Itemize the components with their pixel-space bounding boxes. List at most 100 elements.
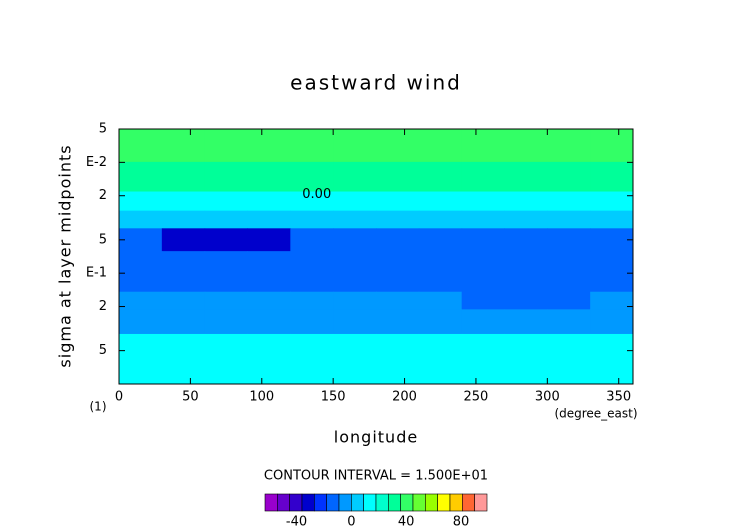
- field-cell: [247, 272, 291, 293]
- field-cell: [333, 161, 377, 193]
- field-cell: [119, 191, 163, 212]
- field-cell: [333, 228, 377, 252]
- field-cell: [590, 129, 634, 163]
- y-tick-label: 5: [99, 122, 107, 137]
- field-cell: [418, 191, 463, 212]
- field-cell: [590, 191, 634, 212]
- colorbar-cell: [425, 493, 438, 512]
- field-cell: [161, 291, 206, 310]
- field-cell: [290, 228, 334, 252]
- x-axis-label: longitude: [334, 428, 418, 447]
- field-cell: [204, 191, 248, 212]
- field-cell: [504, 333, 548, 385]
- field-cell: [290, 210, 334, 229]
- colorbar-cell: [449, 493, 463, 512]
- field-cell: [590, 210, 634, 229]
- x-tick-label: 150: [321, 390, 346, 405]
- field-cell: [547, 272, 591, 293]
- field-cell: [376, 191, 420, 212]
- field-cell: [376, 228, 420, 252]
- colorbar-cell: [351, 493, 364, 512]
- field-cell: [290, 309, 334, 335]
- field-cell: [333, 191, 377, 212]
- field-cell: [547, 291, 591, 310]
- field-cell: [247, 291, 291, 310]
- field-cell: [376, 210, 420, 229]
- field-cell: [119, 291, 163, 310]
- field-cell: [590, 333, 634, 385]
- field-cell: [119, 251, 163, 273]
- x-tick-label: 50: [182, 390, 199, 405]
- x-units: (degree_east): [554, 407, 637, 421]
- field-cell: [204, 228, 248, 252]
- field-cell: [333, 309, 377, 335]
- x-tick-label: 250: [464, 390, 489, 405]
- field-cell: [333, 291, 377, 310]
- y-tick-label: 5: [99, 343, 107, 358]
- field-cell: [333, 251, 377, 273]
- field-cell: [504, 291, 548, 310]
- field-cell: [204, 251, 248, 273]
- field-cell: [247, 251, 291, 273]
- field-cell: [161, 228, 206, 252]
- field-cell: [247, 191, 291, 212]
- colorbar-cell: [277, 493, 290, 512]
- field-cell: [204, 210, 248, 229]
- field-cell: [547, 191, 591, 212]
- field-cell: [461, 309, 505, 335]
- field-cell: [418, 333, 463, 385]
- field-cell: [333, 129, 377, 163]
- field-cell: [161, 191, 206, 212]
- field-cell: [547, 210, 591, 229]
- field-cell: [247, 228, 291, 252]
- colorbar-cell: [314, 493, 327, 512]
- field-cell: [161, 272, 206, 293]
- field-cell: [504, 228, 548, 252]
- field-cell: [290, 333, 334, 385]
- field-cell: [204, 272, 248, 293]
- colorbar-cell: [412, 493, 426, 512]
- colorbar-cell: [375, 493, 389, 512]
- colorbar-cell: [437, 493, 451, 512]
- field-cell: [119, 309, 163, 335]
- y-tick-label: E-1: [86, 266, 107, 281]
- colorbar-cell: [326, 493, 340, 512]
- x-tick-label: 300: [535, 390, 560, 405]
- x-tick-label: 200: [392, 390, 417, 405]
- field-cell: [461, 129, 505, 163]
- field-cell: [290, 161, 334, 193]
- colorbar-cell: [462, 493, 475, 512]
- field-cell: [504, 161, 548, 193]
- field-cell: [290, 129, 334, 163]
- field-cell: [547, 129, 591, 163]
- field-cell: [333, 333, 377, 385]
- colorbar-cell: [400, 493, 414, 512]
- field-cell: [590, 251, 634, 273]
- field-cell: [418, 272, 463, 293]
- colorbar-cell: [338, 493, 352, 512]
- field-cell: [418, 291, 463, 310]
- y-axis-label: sigma at layer midpoints: [56, 144, 75, 367]
- field-cell: [590, 161, 634, 193]
- colorbar-tick-label: 0: [347, 515, 355, 530]
- field-cell: [247, 210, 291, 229]
- field-cell: [161, 129, 206, 163]
- field-cell: [461, 228, 505, 252]
- field-cell: [547, 161, 591, 193]
- y-tick-label: 2: [99, 188, 107, 203]
- field-cell: [376, 129, 420, 163]
- field-cell: [204, 291, 248, 310]
- colorbar-tick-label: 80: [453, 515, 470, 530]
- x-tick-label: 100: [249, 390, 274, 405]
- field-cell: [418, 129, 463, 163]
- colorbar-cell: [363, 493, 377, 512]
- field-cell: [161, 210, 206, 229]
- field-cell: [161, 309, 206, 335]
- field-cell: [290, 251, 334, 273]
- field-cell: [204, 309, 248, 335]
- colorbar-tick-label: -40: [286, 515, 307, 530]
- field-cell: [504, 251, 548, 273]
- y-tick-label: 5: [99, 232, 107, 247]
- field-cell: [461, 191, 505, 212]
